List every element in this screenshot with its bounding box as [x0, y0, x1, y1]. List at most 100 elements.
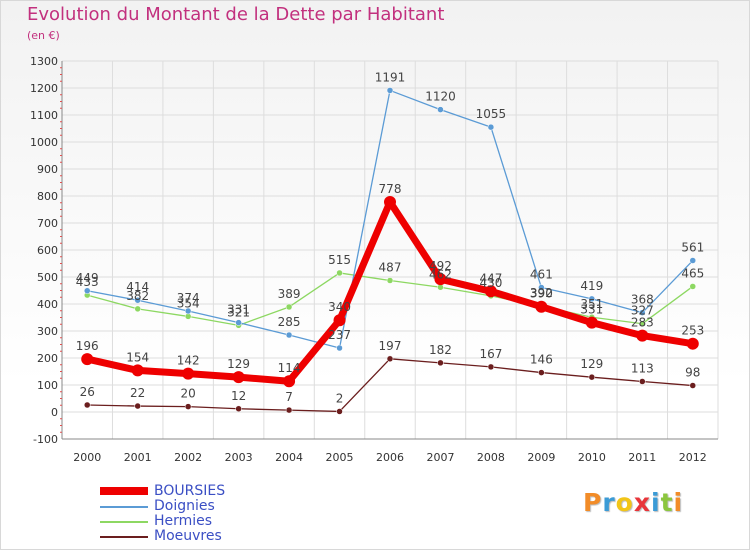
y-tick-label: 400 [37, 298, 58, 311]
logo-letter: i [673, 488, 684, 517]
data-point-moeuvres [588, 373, 596, 381]
data-label: 382 [126, 289, 149, 303]
data-label: 433 [76, 275, 99, 289]
data-label: 98 [685, 366, 700, 380]
data-point-doignies [639, 309, 646, 316]
data-point-hermies [134, 305, 141, 313]
legend-item-moeuvres[interactable]: Moeuvres [100, 528, 300, 544]
data-label: 129 [227, 357, 250, 371]
data-label: 1055 [476, 107, 507, 121]
data-point-moeuvres [336, 408, 343, 415]
x-tick-label: 2006 [376, 451, 404, 464]
x-tick-label: 2005 [326, 451, 354, 464]
data-point-hermies [184, 313, 192, 320]
data-label: 285 [278, 315, 301, 329]
y-tick-label: 1200 [30, 82, 58, 95]
data-label: 197 [379, 339, 402, 353]
y-tick-label: 700 [37, 217, 58, 230]
y-tick-label: 300 [37, 325, 58, 338]
data-point-moeuvres [639, 378, 646, 385]
data-point-boursies [81, 353, 94, 366]
data-label: 26 [80, 385, 95, 399]
data-point-doignies [285, 331, 293, 339]
legend-item-hermies[interactable]: Hermies [100, 513, 300, 529]
data-label: 12 [231, 389, 246, 403]
data-point-moeuvres [235, 405, 242, 413]
x-tick-label: 2001 [124, 451, 152, 464]
data-point-moeuvres [689, 382, 697, 389]
data-point-moeuvres [487, 363, 495, 371]
data-label: 22 [130, 386, 145, 400]
data-label: 1120 [425, 90, 456, 104]
data-point-boursies [686, 337, 699, 350]
data-label: 327 [631, 304, 654, 318]
data-point-boursies [384, 195, 396, 208]
data-label: 515 [328, 253, 351, 267]
legend-swatch-hermies [100, 521, 148, 523]
data-label: 154 [126, 350, 149, 364]
data-label: 374 [177, 291, 200, 305]
legend-swatch-moeuvres [100, 536, 148, 538]
data-label: 196 [76, 339, 99, 353]
legend-item-boursies[interactable]: BOURSIES [100, 483, 300, 499]
x-tick-label: 2002 [174, 451, 202, 464]
x-tick-label: 2007 [426, 451, 454, 464]
data-label: 487 [379, 261, 402, 275]
data-label: 462 [429, 267, 452, 281]
data-label: 182 [429, 343, 452, 357]
data-point-moeuvres [285, 406, 293, 414]
data-label: 561 [681, 241, 704, 255]
data-point-doignies [487, 123, 495, 131]
data-point-boursies [484, 285, 497, 298]
data-point-moeuvres [184, 403, 192, 410]
data-point-doignies [184, 307, 192, 315]
chart-subtitle: (en €) [27, 29, 60, 42]
data-label: 142 [177, 354, 200, 368]
data-point-moeuvres [386, 355, 394, 363]
data-point-doignies [538, 284, 545, 291]
data-label: 447 [479, 271, 502, 285]
data-point-boursies [283, 375, 296, 388]
data-label: 778 [379, 182, 402, 196]
data-label: 146 [530, 353, 553, 367]
data-point-moeuvres [134, 402, 141, 410]
x-tick-label: 2012 [679, 451, 707, 464]
data-label: 114 [278, 361, 301, 375]
legend-item-doignies[interactable]: Doignies [100, 498, 300, 514]
data-label: 430 [479, 276, 502, 290]
y-tick-label: 200 [37, 352, 58, 365]
data-label: 389 [278, 287, 301, 301]
data-label: 465 [681, 266, 704, 280]
data-point-moeuvres [437, 359, 444, 367]
data-point-hermies [285, 303, 293, 311]
x-tick-label: 2008 [477, 451, 505, 464]
x-tick-label: 2004 [275, 451, 303, 464]
data-label: 368 [631, 293, 654, 307]
data-point-hermies [689, 283, 697, 290]
data-point-moeuvres [83, 401, 91, 409]
y-tick-label: 0 [51, 406, 58, 419]
data-label: 351 [580, 297, 603, 311]
data-point-boursies [131, 364, 144, 377]
proxiti-logo: Proxiti [583, 488, 683, 517]
data-point-doignies [134, 296, 141, 304]
data-label: 2 [336, 391, 344, 405]
data-label: 419 [580, 279, 603, 293]
data-label: 414 [126, 280, 149, 294]
data-label: 237 [328, 328, 351, 342]
data-label: 390 [530, 287, 553, 301]
data-point-hermies [336, 269, 343, 277]
data-point-boursies [434, 273, 447, 286]
data-label: 7 [285, 390, 293, 404]
data-label: 354 [177, 296, 200, 310]
legend-label: Doignies [154, 498, 215, 514]
data-label: 1191 [375, 70, 406, 84]
data-point-doignies [235, 319, 242, 326]
logo-letter: r [602, 488, 616, 517]
data-point-boursies [333, 314, 346, 327]
data-label: 129 [580, 357, 603, 371]
y-tick-label: 900 [37, 163, 58, 176]
data-point-boursies [636, 329, 649, 342]
x-tick-label: 2010 [578, 451, 606, 464]
